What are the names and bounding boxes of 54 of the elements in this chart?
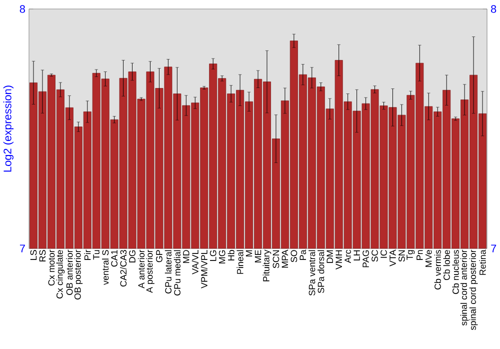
x-tick-label: CPu lateral [164,250,172,294]
x-tick-label: Retina [479,250,486,275]
x-tick-label: Pn [416,250,423,260]
x-tick-label: MVe [426,250,432,267]
y2-tick-label: 7 [491,244,496,252]
x-tick-label: CA2/CA3 [120,250,127,286]
x-tick-label: GP [156,250,162,262]
x-tick-label: Tg [406,250,415,260]
x-tick-label: ventral S [102,250,109,285]
x-tick-label: DM [326,250,333,263]
x-tick-label: LS [30,250,37,260]
x-tick-label: SO [290,250,298,262]
y-axis-title: Log2 (expression) [3,86,14,172]
x-tick-label: Cb lobe [443,250,450,280]
x-tick-label: Pineal [236,250,244,274]
x-tick-label: PAG [362,250,369,268]
y2-tick-label: 8 [491,4,496,13]
x-tick-label: spinal cord anterior [460,250,469,326]
x-tick-label: MD [183,250,190,263]
x-tick-label: Tu [93,250,100,260]
x-tick-label: A anterior [138,250,145,288]
x-tick-label: Cx motor [48,250,55,286]
x-tick-label: Arc [344,250,351,263]
x-tick-label: MPA [282,250,288,268]
x-tick-label: SPa ventral [308,250,316,296]
x-tick-label: A posterior [146,250,154,293]
x-tick-label: MG [218,250,226,264]
x-tick-label: SPa dorsal [318,250,324,293]
x-tick-label: Hb [228,250,234,260]
x-tick-label: Cb nucleus [452,250,459,294]
x-tick-label: LH [354,250,360,260]
x-tick-label: DG [129,250,136,262]
x-tick-label: LG [210,250,216,261]
x-tick-label: Pa [300,250,306,260]
x-tick-label: OB posterior [74,250,83,300]
x-tick-label: VA/VL [192,250,198,274]
x-tick-label: VPM/VPL [200,250,208,288]
x-tick-label: SCN [272,250,280,268]
x-tick-label: OB anterior [66,250,73,295]
x-tick-label: SC [372,250,378,262]
x-tick-label: Cb vermis [434,250,441,290]
x-tick-label: SN [398,250,405,262]
x-tick-label: CPu medial [174,250,180,296]
x-tick-label: RS [39,250,46,262]
x-tick-label: spinal cord posterior [469,250,478,330]
x-tick-label: IC [380,250,387,258]
x-tick-label: VTA [390,250,396,266]
x-tick-label: Cx cingulate [56,250,65,298]
x-tick-label: CA1 [111,250,118,266]
x-tick-label: Pituitary [262,250,272,282]
x-tick-label: M [246,250,252,256]
x-tick-label: ME [254,250,262,262]
x-tick-label: Pir [84,250,91,260]
x-tick-label: VMH [336,250,342,270]
